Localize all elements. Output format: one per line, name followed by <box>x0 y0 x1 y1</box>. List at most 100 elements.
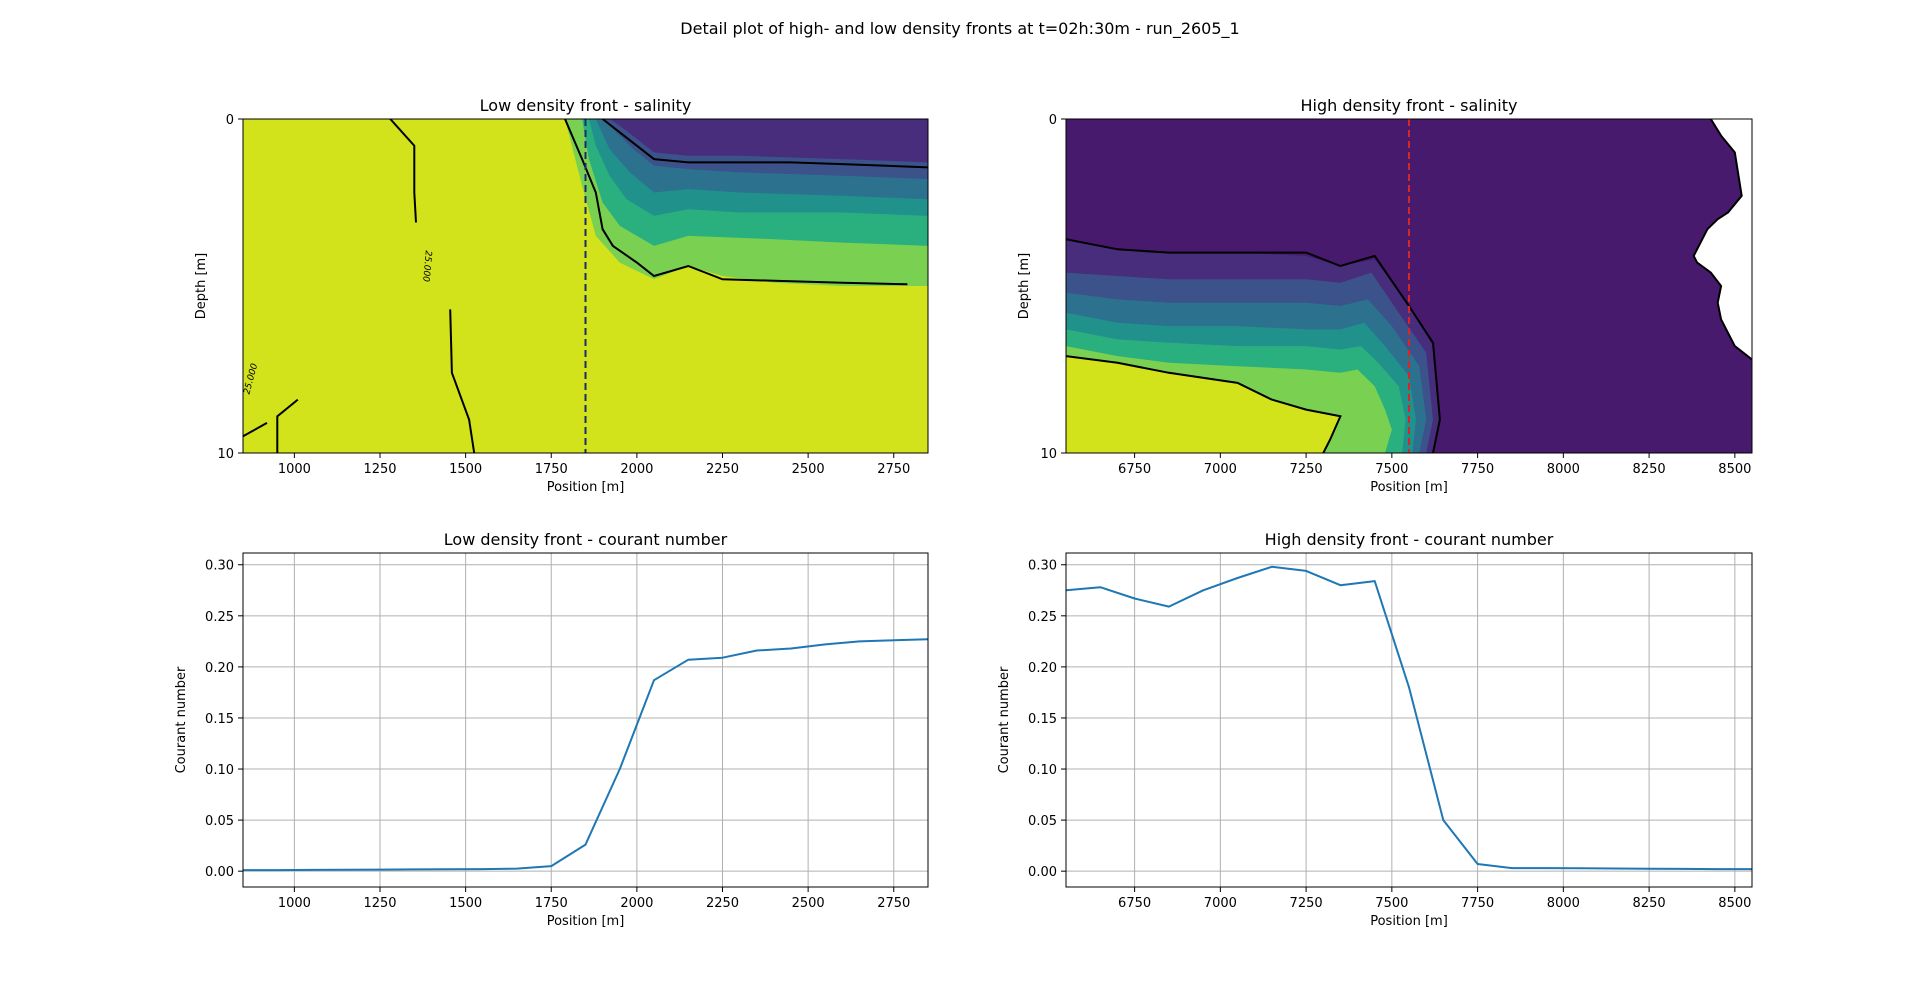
low-courant-series-line-0 <box>243 638 928 872</box>
high-courant-ylabel: Courant number <box>997 666 1012 773</box>
high-courant-ytick-label-1: 0.05 <box>1028 814 1057 829</box>
low-courant-data-point-10 <box>584 843 587 846</box>
high-courant-xtick-label-2: 7250 <box>1290 896 1323 911</box>
high-courant-panel: 6750 7000 7250 7500 7750 8000 8250 8500 0.00 0.05… <box>997 530 1753 929</box>
high-salinity-ytick-label-1: 10 <box>1040 447 1057 462</box>
high-courant-xtick-label-1: 7000 <box>1204 896 1237 911</box>
high-courant-ytick-label-0: 0.00 <box>1028 865 1057 880</box>
high-courant-data-point-14 <box>1545 867 1547 869</box>
high-courant-data-point-19 <box>1716 868 1719 870</box>
high-salinity-ytick-label-0: 0 <box>1049 113 1057 128</box>
low-salinity-contour-line-2 <box>243 422 268 438</box>
low-courant-data-point-8 <box>516 867 518 870</box>
low-courant-data-point-2 <box>310 869 313 871</box>
high-salinity-xtick-label-2: 7250 <box>1290 462 1323 477</box>
high-salinity-xtick-label-7: 8500 <box>1718 462 1751 477</box>
high-courant-data-point-18 <box>1682 868 1685 870</box>
low-courant-xtick-label-0: 1000 <box>278 896 311 911</box>
high-courant-xtick-label-5: 8000 <box>1547 896 1580 911</box>
high-salinity-xtick-label-3: 7500 <box>1375 462 1408 477</box>
low-courant-xtick-label-6: 2500 <box>792 896 825 911</box>
low-courant-data-point-19 <box>892 639 895 642</box>
low-courant-xtick-label-7: 2750 <box>877 896 910 911</box>
high-salinity-title: High density front - salinity <box>1301 96 1518 115</box>
low-salinity-xtick-label-1: 1250 <box>363 462 396 477</box>
low-salinity-axes-frame <box>242 118 929 454</box>
high-courant-data-point-8 <box>1339 584 1342 586</box>
low-salinity-band-5 <box>609 119 928 163</box>
high-salinity-ylabel: Depth [m] <box>1017 253 1032 320</box>
low-salinity-contour-line-3 <box>276 398 299 453</box>
low-courant-plot-area <box>243 553 928 887</box>
high-courant-data-point-16 <box>1614 867 1616 870</box>
low-salinity-xtick-label-5: 2250 <box>706 462 739 477</box>
high-courant-xtick-label-6: 8250 <box>1633 896 1666 911</box>
low-courant-data-point-4 <box>379 868 381 871</box>
high-courant-xtick-label-0: 6750 <box>1118 896 1151 911</box>
high-courant-data-point-2 <box>1133 597 1136 600</box>
high-courant-xtick-label-3: 7500 <box>1375 896 1408 911</box>
low-courant-data-point-15 <box>755 649 758 652</box>
low-salinity-ylabel: Depth [m] <box>194 253 209 320</box>
high-salinity-contour-line-2 <box>1692 119 1752 361</box>
low-courant-data-point-18 <box>858 640 861 643</box>
high-courant-ytick-label-4: 0.20 <box>1028 661 1057 676</box>
low-salinity-contour-line-0 <box>389 119 417 223</box>
low-courant-data-point-7 <box>481 868 484 870</box>
low-courant-data-point-12 <box>653 679 655 681</box>
low-courant-xtick-label-5: 2250 <box>706 896 739 911</box>
low-courant-title: Low density front - courant number <box>444 530 728 549</box>
low-courant-ytick-label-3: 0.15 <box>205 712 234 727</box>
high-salinity-xlabel: Position [m] <box>1370 480 1448 495</box>
low-courant-ytick-label-1: 0.05 <box>205 814 234 829</box>
low-courant-xtick-label-2: 1500 <box>449 896 482 911</box>
low-courant-ytick-label-2: 0.10 <box>205 763 234 778</box>
low-salinity-contour-line-1 <box>449 309 476 453</box>
high-courant-data-point-4 <box>1202 589 1204 592</box>
low-salinity-xtick-label-3: 1750 <box>535 462 568 477</box>
high-salinity-plot-area <box>1066 119 1752 453</box>
low-courant-data-point-3 <box>344 868 347 871</box>
high-salinity-xtick-label-5: 8000 <box>1547 462 1580 477</box>
low-courant-data-point-13 <box>687 658 690 661</box>
figure-suptitle: Detail plot of high- and low density fro… <box>680 19 1239 39</box>
high-courant-data-point-9 <box>1373 580 1376 582</box>
high-courant-data-point-15 <box>1579 867 1582 870</box>
high-courant-data-point-5 <box>1236 577 1239 579</box>
high-courant-xtick-label-7: 8500 <box>1718 896 1751 911</box>
high-courant-ytick-label-3: 0.15 <box>1028 712 1057 727</box>
low-salinity-ytick-label-0: 0 <box>226 113 234 128</box>
high-courant-data-point-12 <box>1476 863 1479 865</box>
low-salinity-xlabel: Position [m] <box>547 480 625 495</box>
high-courant-ytick-label-6: 0.30 <box>1028 559 1057 574</box>
low-salinity-xtick-label-4: 2000 <box>620 462 653 477</box>
high-salinity-xtick-label-4: 7750 <box>1461 462 1494 477</box>
low-salinity-contour-line-4 <box>601 119 928 169</box>
high-courant-axes-frame <box>1065 552 1753 888</box>
high-courant-ytick-label-5: 0.25 <box>1028 610 1057 625</box>
low-courant-ylabel: Courant number <box>174 666 189 773</box>
low-courant-data-point-1 <box>276 869 279 871</box>
high-salinity-contour-line-1 <box>1066 355 1342 453</box>
low-courant-xtick-label-1: 1250 <box>363 896 396 911</box>
low-salinity-title: Low density front - salinity <box>480 96 692 115</box>
low-courant-data-point-5 <box>413 868 416 871</box>
low-courant-ytick-label-0: 0.00 <box>205 865 234 880</box>
low-courant-data-point-9 <box>550 865 553 867</box>
low-salinity-xtick-label-7: 2750 <box>877 462 910 477</box>
high-courant-title: High density front - courant number <box>1265 530 1554 549</box>
low-salinity-contour-label-0: 25.000 <box>420 250 433 283</box>
low-courant-data-point-14 <box>721 656 724 659</box>
high-courant-ytick-label-2: 0.10 <box>1028 763 1057 778</box>
low-salinity-contour-line-5 <box>564 119 908 286</box>
low-courant-data-point-11 <box>618 768 621 770</box>
high-courant-data-point-17 <box>1648 867 1650 870</box>
low-courant-xtick-label-3: 1750 <box>535 896 568 911</box>
high-salinity-blank-region <box>1693 119 1752 360</box>
high-courant-data-point-13 <box>1511 867 1513 869</box>
high-courant-data-point-3 <box>1168 605 1170 608</box>
high-courant-xlabel: Position [m] <box>1370 914 1448 929</box>
low-courant-data-point-16 <box>790 647 792 650</box>
